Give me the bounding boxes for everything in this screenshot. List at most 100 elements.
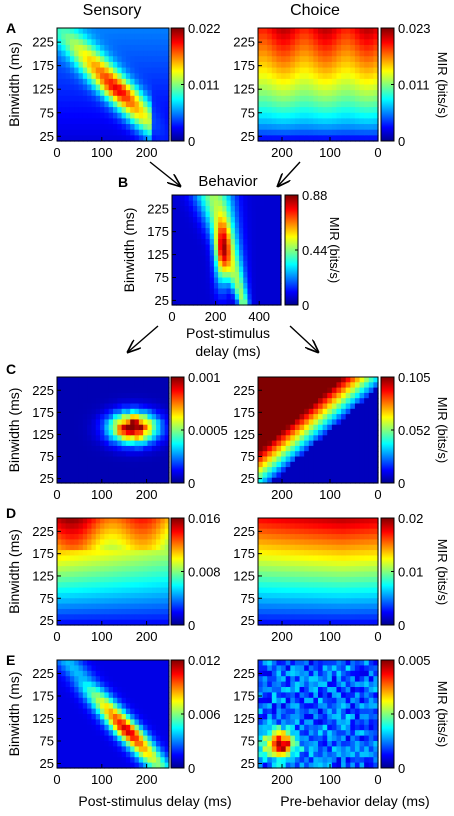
heatmap-cell <box>69 430 75 436</box>
heatmap-cell <box>271 398 278 405</box>
heatmap-cell <box>121 403 127 410</box>
heatmap-cell <box>151 67 157 74</box>
heatmap-cell <box>164 67 170 74</box>
heatmap-cell <box>91 33 97 40</box>
heatmap-cell <box>258 571 264 578</box>
heatmap-cell <box>113 550 118 557</box>
heatmap-cell <box>267 382 273 389</box>
heatmap-cell <box>327 61 333 69</box>
heatmap-cell <box>354 90 361 97</box>
heatmap-cell <box>201 222 207 229</box>
heatmap-cell <box>61 608 67 615</box>
heatmap-cell <box>322 78 328 86</box>
heatmap-cell <box>130 50 136 57</box>
heatmap-cell <box>322 544 328 551</box>
heatmap-cell <box>82 424 88 431</box>
heatmap-cell <box>82 467 88 473</box>
heatmap-cell <box>104 456 110 463</box>
heatmap-cell <box>156 50 161 57</box>
heatmap-cell <box>267 135 273 142</box>
heatmap-cell <box>125 419 131 426</box>
heatmap-cell <box>95 757 101 764</box>
heatmap-cell <box>359 73 365 80</box>
heatmap-cell <box>151 73 157 80</box>
heatmap-cell <box>267 408 273 415</box>
heatmap-cell <box>130 735 136 742</box>
heatmap-cell <box>117 424 123 431</box>
heatmap-cell <box>117 39 123 46</box>
heatmap-cell <box>368 582 374 589</box>
y-tick-label: 25 <box>40 471 54 486</box>
heatmap-cell <box>331 124 338 131</box>
heatmap-cell <box>57 112 62 119</box>
heatmap-cell <box>260 266 265 273</box>
heatmap-cell <box>271 614 278 621</box>
heatmap-cell <box>271 107 278 114</box>
heatmap-cell <box>318 61 324 69</box>
heatmap-cell <box>121 112 127 119</box>
heatmap-cell <box>290 95 296 103</box>
heatmap-cell <box>262 135 268 142</box>
heatmap-cell <box>331 523 338 530</box>
heatmap-cell <box>100 440 105 447</box>
heatmap-cell <box>313 33 319 40</box>
heatmap-cell <box>100 129 105 136</box>
heatmap-cell <box>373 456 379 463</box>
heatmap-cell <box>138 118 144 125</box>
heatmap-cell <box>364 408 370 415</box>
heatmap-cell <box>364 95 370 103</box>
heatmap-cell <box>262 587 268 594</box>
heatmap-cell <box>373 67 379 74</box>
heatmap-cell <box>69 687 75 693</box>
heatmap-cell <box>271 592 278 599</box>
heatmap-cell <box>262 39 268 46</box>
heatmap-cell <box>345 67 351 74</box>
heatmap-cell <box>113 724 118 731</box>
heatmap-cell <box>368 614 374 621</box>
heatmap-cell <box>368 746 374 753</box>
heatmap-cell <box>134 560 140 567</box>
heatmap-cell <box>350 33 356 40</box>
heatmap-cell <box>138 472 144 479</box>
heatmap-cell <box>78 451 84 458</box>
heatmap-cell <box>184 195 190 202</box>
heatmap-cell <box>138 414 144 420</box>
heatmap-cell <box>151 582 157 589</box>
heatmap-cell <box>78 582 84 589</box>
heatmap-cell <box>151 757 157 764</box>
heatmap-cell <box>147 619 153 626</box>
heatmap-cell <box>78 456 84 463</box>
heatmap-cell <box>147 714 153 720</box>
heatmap-cell <box>281 44 287 52</box>
heatmap-cell <box>276 518 282 524</box>
heatmap-cell <box>117 112 123 119</box>
heatmap-cell <box>341 576 347 583</box>
heatmap-cell <box>290 566 296 573</box>
heatmap-cell <box>350 67 356 74</box>
heatmap-cell <box>151 614 157 621</box>
heatmap-cell <box>354 518 361 524</box>
heatmap-cell <box>91 430 97 436</box>
heatmap-cell <box>69 398 75 405</box>
heatmap-cell <box>147 73 153 80</box>
heatmap-cell <box>318 414 324 420</box>
heatmap-cell <box>78 39 84 46</box>
heatmap-cell <box>290 746 296 753</box>
heatmap-cell <box>285 598 291 605</box>
heatmap-cell <box>308 451 314 458</box>
heatmap-cell <box>104 676 110 683</box>
heatmap-cell <box>276 67 282 74</box>
heatmap-cell <box>138 461 144 468</box>
heatmap-cell <box>218 244 223 251</box>
heatmap-cell <box>258 523 264 530</box>
heatmap-cell <box>262 90 268 97</box>
heatmap-cell <box>113 477 118 484</box>
heatmap-cell <box>156 708 161 715</box>
heatmap-cell <box>322 472 328 479</box>
heatmap-cell <box>218 228 223 235</box>
heatmap-cell <box>234 195 240 202</box>
heatmap-cell <box>156 697 161 704</box>
heatmap-cell <box>180 283 186 290</box>
heatmap-cell <box>134 697 140 704</box>
heatmap-cell <box>213 255 219 262</box>
